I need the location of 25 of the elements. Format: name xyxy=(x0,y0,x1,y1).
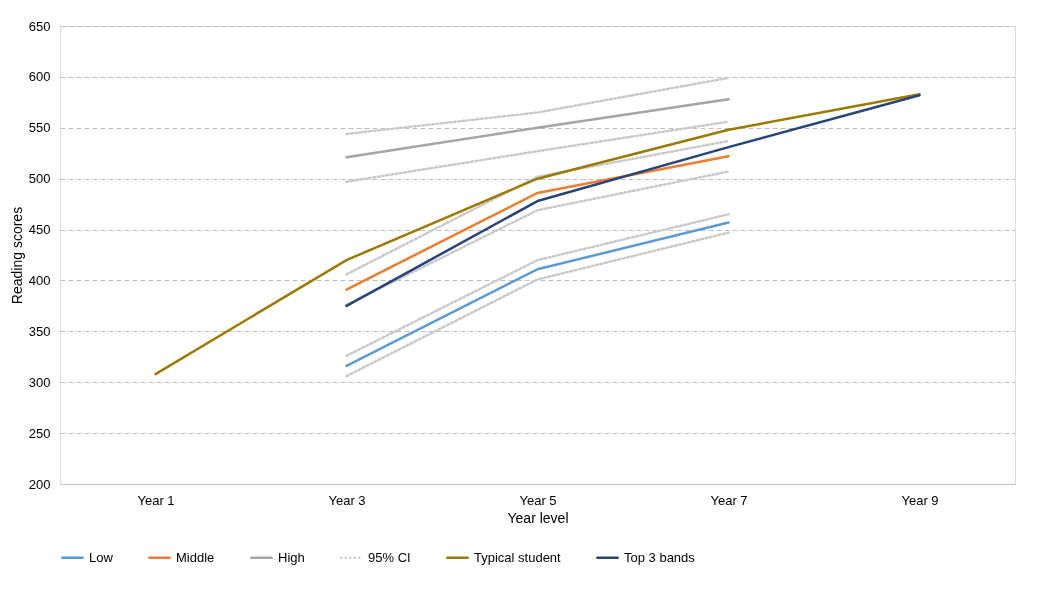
legend-label: High xyxy=(278,549,305,565)
x-axis-title: Year level xyxy=(507,509,569,526)
y-tick-label: 350 xyxy=(28,323,51,339)
legend-label: Top 3 bands xyxy=(624,549,696,565)
legend-label: Middle xyxy=(176,549,215,565)
x-tick-label: Year 9 xyxy=(901,492,939,508)
x-tick-label: Year 1 xyxy=(137,492,175,508)
y-tick-label: 200 xyxy=(28,476,51,492)
y-tick-label: 600 xyxy=(28,69,51,85)
x-tick-label: Year 3 xyxy=(328,492,366,508)
y-tick-label: 300 xyxy=(28,374,51,390)
y-tick-label: 550 xyxy=(28,120,51,136)
y-tick-label: 650 xyxy=(28,18,51,34)
legend-label: Low xyxy=(89,549,114,565)
line-series xyxy=(154,92,921,376)
legend-label: Typical student xyxy=(474,549,562,565)
x-tick-label: Year 5 xyxy=(519,492,557,508)
x-tick-label: Year 7 xyxy=(710,492,748,508)
y-tick-label: 450 xyxy=(28,222,51,238)
y-tick-label: 250 xyxy=(28,425,51,441)
y-axis-title: Reading scores xyxy=(8,206,25,305)
legend-label: 95% CI xyxy=(368,549,411,565)
y-tick-label: 400 xyxy=(28,272,51,288)
y-tick-label: 500 xyxy=(28,171,51,187)
line-series xyxy=(345,93,921,308)
